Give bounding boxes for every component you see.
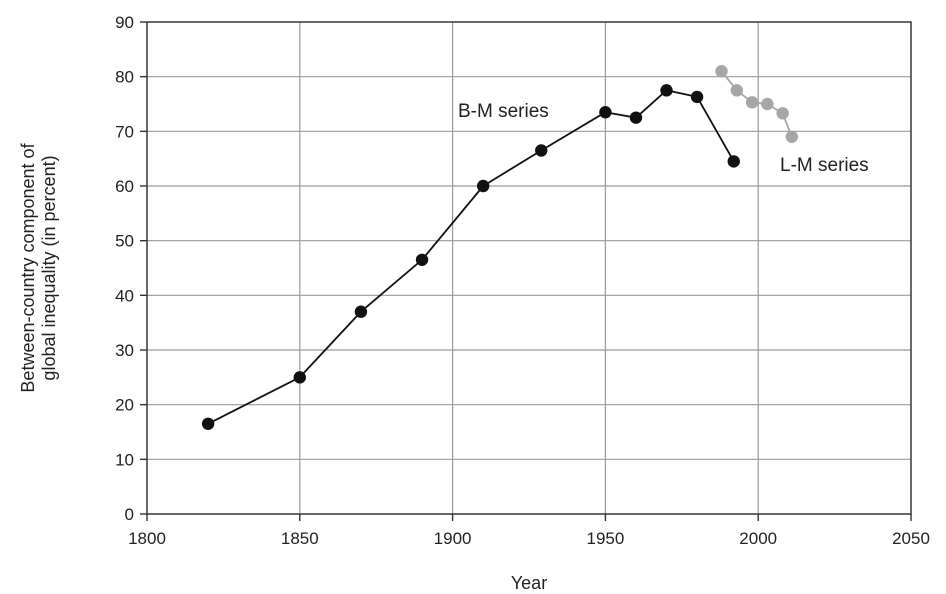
tick-label-x-1800: 1800 xyxy=(128,529,166,548)
tick-label-x-1950: 1950 xyxy=(586,529,624,548)
series-line-0 xyxy=(207,89,735,425)
plot-frame xyxy=(146,21,912,515)
data-point-s0-9 xyxy=(690,90,704,104)
tick-label-y-70: 70 xyxy=(115,122,134,141)
y-axis-title-line-1: Between-country component of xyxy=(18,142,38,392)
y-axis-title-line-2: global inequality (in percent) xyxy=(39,155,59,380)
data-point-s0-2 xyxy=(354,305,368,318)
data-point-s1-4 xyxy=(776,107,789,120)
series-layer xyxy=(201,65,799,430)
y-axis-title: Between-country component of global ineq… xyxy=(18,142,59,392)
data-point-s1-5 xyxy=(785,130,799,143)
data-point-s1-2 xyxy=(745,96,759,109)
tick-label-y-90: 90 xyxy=(115,13,134,32)
tick-label-y-40: 40 xyxy=(115,286,134,305)
data-point-s0-0 xyxy=(201,417,215,430)
tick-label-y-80: 80 xyxy=(115,68,134,87)
tick-label-y-20: 20 xyxy=(115,396,134,415)
tick-label-y-10: 10 xyxy=(115,450,134,469)
tick-label-y-0: 0 xyxy=(125,505,134,524)
data-point-s0-7 xyxy=(629,111,643,124)
tick-label-y-30: 30 xyxy=(115,341,134,360)
tick-label-x-2000: 2000 xyxy=(739,529,777,548)
axis-labels: 1800 1850 1900 1950 2000 2050 0 10 20 30 40 50 60 70 8… xyxy=(115,13,930,548)
tick-label-x-2050: 2050 xyxy=(892,529,930,548)
tick-label-x-1900: 1900 xyxy=(434,529,472,548)
tick-label-y-60: 60 xyxy=(115,177,134,196)
tick-label-y-50: 50 xyxy=(115,232,134,251)
series-label-bm: B-M series xyxy=(458,101,549,122)
data-point-s1-3 xyxy=(761,97,774,111)
series-label-lm: L-M series xyxy=(780,155,869,176)
axis-ticks xyxy=(140,21,912,521)
data-point-s0-1 xyxy=(293,371,306,384)
data-point-s0-4 xyxy=(476,179,490,193)
data-point-s0-5 xyxy=(535,144,548,157)
data-point-s1-0 xyxy=(715,65,728,78)
data-point-s0-8 xyxy=(660,84,673,97)
data-point-s0-6 xyxy=(599,106,612,119)
x-axis-title: Year xyxy=(511,573,547,593)
data-point-s0-10 xyxy=(727,155,740,168)
gridlines xyxy=(146,21,912,515)
tick-label-x-1850: 1850 xyxy=(281,529,319,548)
data-point-s1-1 xyxy=(730,84,744,97)
data-point-s0-3 xyxy=(415,253,429,266)
